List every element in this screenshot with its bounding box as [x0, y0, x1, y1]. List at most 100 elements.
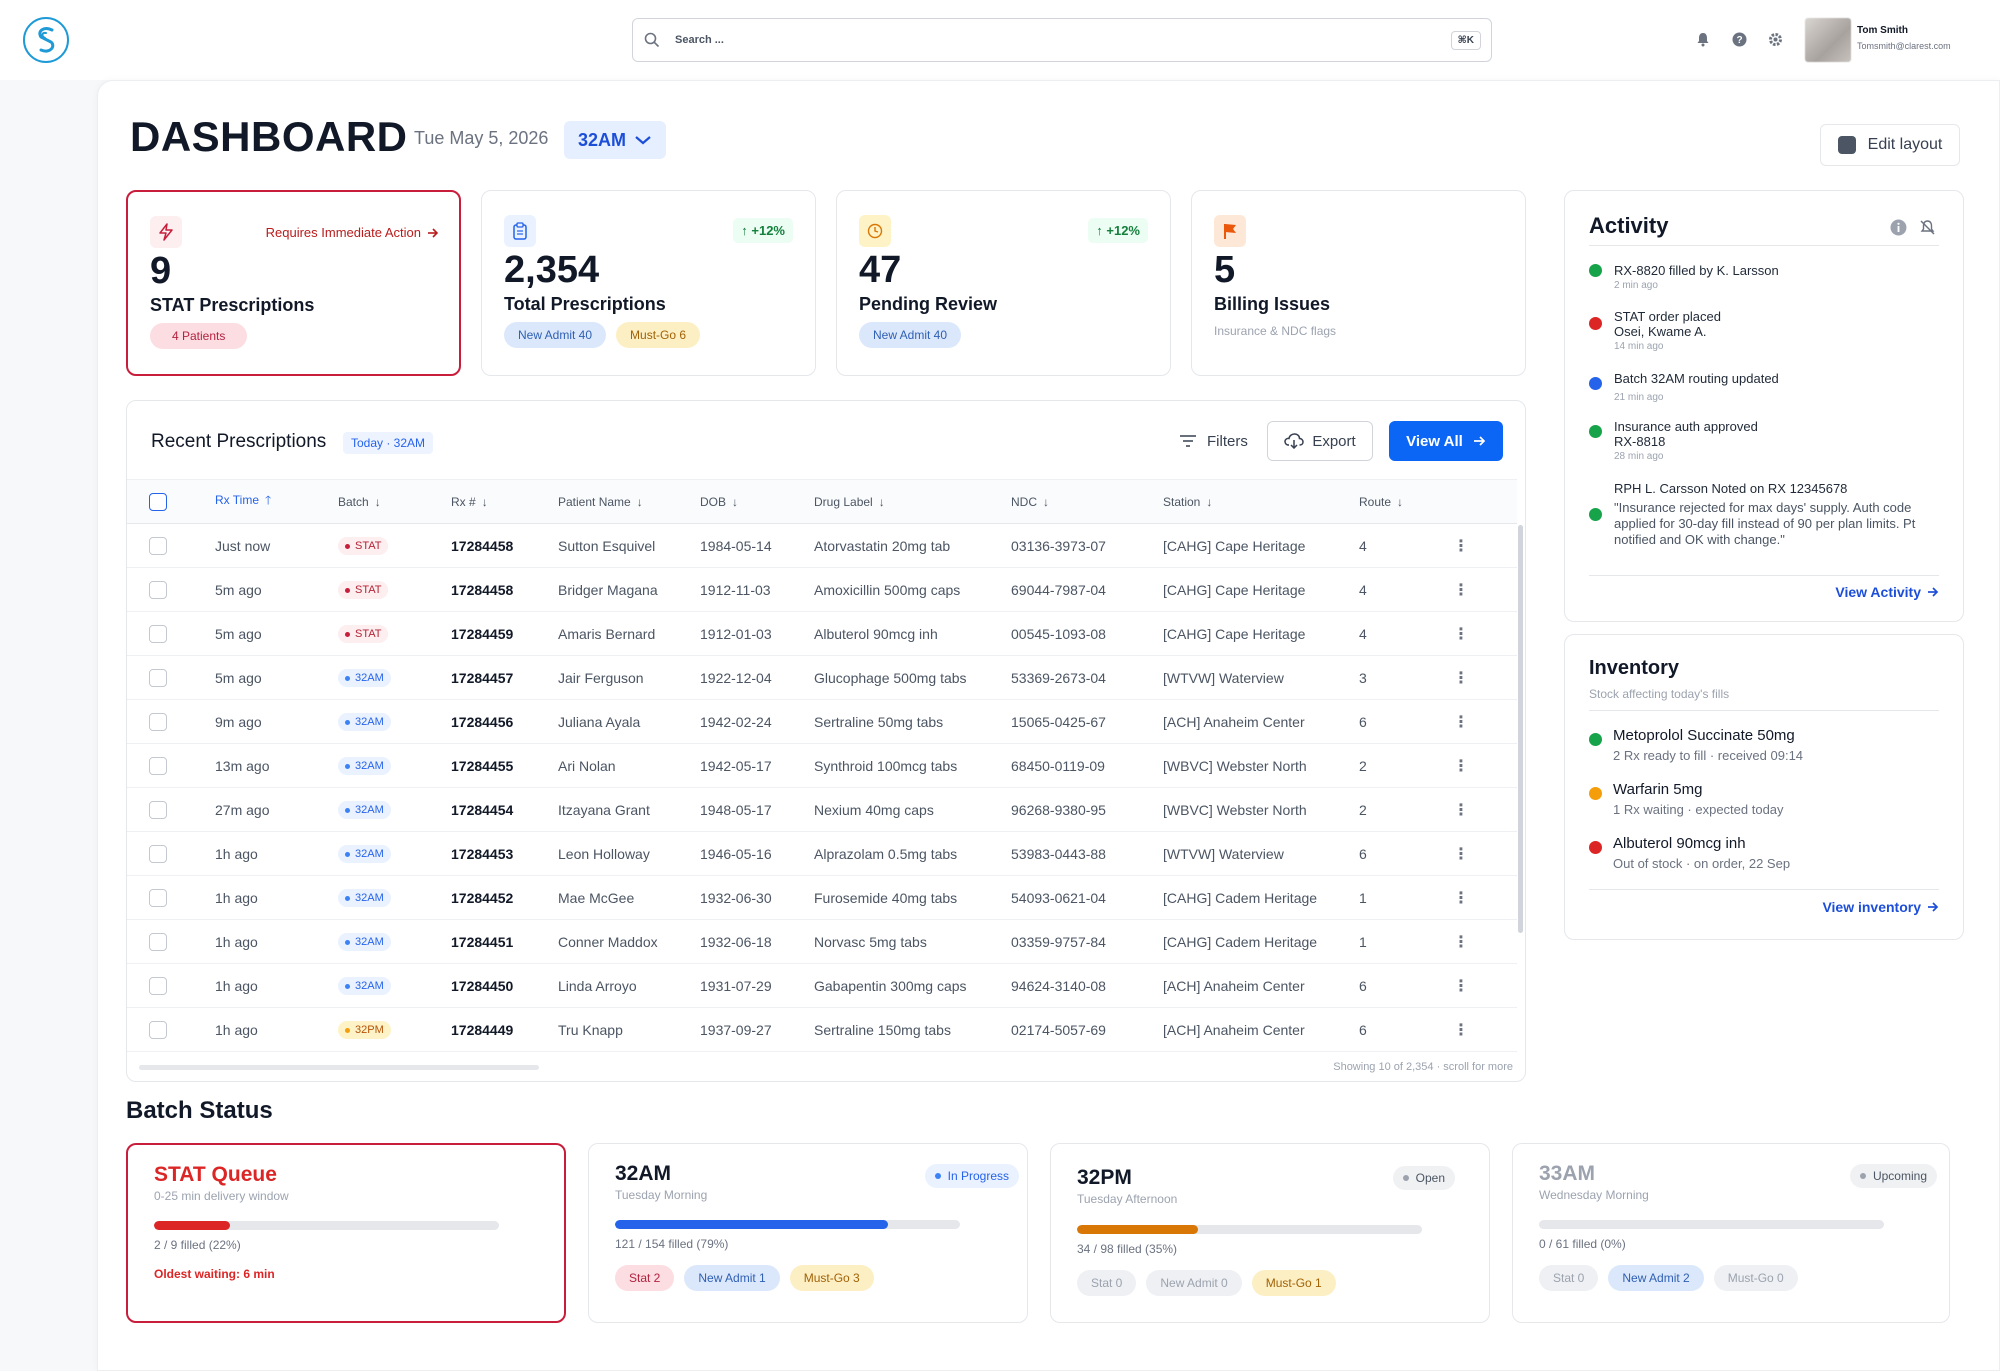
kpi-card-total[interactable]: ↑ +12% 2,354 Total Prescriptions New Adm… [481, 190, 816, 376]
stat-pill[interactable]: Stat 0 [1077, 1270, 1137, 1296]
table-row[interactable]: 9m ago 32AM 17284456 Juliana Ayala 1942-02-2… [127, 700, 1517, 744]
table-row[interactable]: 1h ago 32AM 17284452 Mae McGee 1932-06-30 Fur… [127, 876, 1517, 920]
export-button[interactable]: Export [1267, 421, 1373, 461]
row-checkbox[interactable] [149, 536, 167, 555]
search-input[interactable] [675, 34, 1451, 46]
rx-cell: 17284458 [451, 537, 514, 554]
column-header-batch[interactable]: Batch ↓ [338, 494, 381, 509]
row-checkbox[interactable] [149, 624, 167, 643]
column-header-route[interactable]: Route ↓ [1359, 494, 1404, 509]
stat-pill[interactable]: Stat 0 [1539, 1265, 1599, 1291]
info-icon[interactable] [1890, 219, 1907, 236]
more-options-icon[interactable]: ⋮ [1453, 669, 1469, 687]
row-checkbox[interactable] [149, 888, 167, 907]
view-all-button[interactable]: View All [1389, 421, 1503, 461]
table-row[interactable]: 1h ago 32AM 17284451 Conner Maddox 1932-06-1… [127, 920, 1517, 964]
row-checkbox[interactable] [149, 800, 167, 819]
must-go-pill[interactable]: Must-Go 6 [616, 322, 701, 348]
bell-icon[interactable] [1694, 30, 1712, 48]
must-go-pill[interactable]: Must-Go 1 [1251, 1270, 1336, 1296]
row-checkbox[interactable] [149, 712, 167, 731]
activity-text: RPH L. Carsson Noted on RX 12345678 [1614, 481, 1848, 496]
kpi-card-stat[interactable]: Requires Immediate Action 9 STAT Prescri… [126, 190, 461, 376]
activity-item[interactable]: Insurance auth approved RX-8818 28 min a… [1589, 419, 1943, 462]
more-options-icon[interactable]: ⋮ [1453, 537, 1469, 555]
column-header-rx-number[interactable]: Rx # ↓ [451, 494, 488, 509]
stat-pill[interactable]: Stat 2 [615, 1265, 675, 1291]
activity-item[interactable]: STAT order placed Osei, Kwame A. 14 min … [1589, 309, 1943, 352]
batch-card-stat[interactable]: STAT Queue 0-25 min delivery window 2 / … [126, 1143, 566, 1323]
table-row[interactable]: 5m ago STAT 17284458 Bridger Magana 1912-11-… [127, 568, 1517, 612]
row-checkbox[interactable] [149, 976, 167, 995]
more-options-icon[interactable]: ⋮ [1453, 801, 1469, 819]
row-checkbox[interactable] [149, 844, 167, 863]
table-row[interactable]: 1h ago 32AM 17284453 Leon Holloway 1946-05-1… [127, 832, 1517, 876]
inventory-item[interactable]: Warfarin 5mg 1 Rx waiting · expected tod… [1589, 781, 1943, 817]
row-checkbox[interactable] [149, 756, 167, 775]
row-checkbox[interactable] [149, 1020, 167, 1039]
table-row[interactable]: 1h ago 32PM 17284449 Tru Knapp 1937-09-27 Ser… [127, 1008, 1517, 1052]
drug-cell: Sertraline 50mg tabs [814, 713, 944, 730]
new-admit-pill[interactable]: New Admit 2 [1608, 1265, 1704, 1291]
batch-card-32am[interactable]: 32AM Tuesday Morning In Progress 121 / 1… [588, 1143, 1028, 1323]
kpi-card-pending[interactable]: ↑ +12% 47 Pending Review New Admit 40 [836, 190, 1171, 376]
column-header-drug-label[interactable]: Drug Label ↓ [814, 494, 885, 509]
more-options-icon[interactable]: ⋮ [1453, 757, 1469, 775]
table-row[interactable]: 13m ago 32AM 17284455 Ari Nolan 1942-05-17 Sy… [127, 744, 1517, 788]
view-activity-link[interactable]: View Activity [1835, 584, 1939, 600]
avatar[interactable] [1805, 18, 1851, 62]
search-bar[interactable]: ⌘K [632, 18, 1492, 62]
column-header-rx-time[interactable]: Rx Time 🡑 [215, 493, 272, 507]
more-options-icon[interactable]: ⋮ [1453, 1021, 1469, 1039]
activity-item[interactable]: RPH L. Carsson Noted on RX 12345678 "Ins… [1589, 481, 1943, 548]
edit-layout-button[interactable]: Edit layout [1820, 124, 1960, 166]
rx-cell: 17284458 [451, 581, 514, 598]
must-go-pill[interactable]: Must-Go 3 [789, 1265, 874, 1291]
row-checkbox[interactable] [149, 932, 167, 951]
more-options-icon[interactable]: ⋮ [1453, 977, 1469, 995]
kpi-card-billing[interactable]: 5 Billing Issues Insurance & NDC flags [1191, 190, 1526, 376]
more-options-icon[interactable]: ⋮ [1453, 581, 1469, 599]
more-options-icon[interactable]: ⋮ [1453, 713, 1469, 731]
column-header-ndc[interactable]: NDC ↓ [1011, 494, 1049, 509]
filters-button[interactable]: Filters [1167, 421, 1260, 461]
column-header-patient-name[interactable]: Patient Name ↓ [558, 494, 643, 509]
batch-selector[interactable]: 32AM [564, 121, 667, 159]
view-inventory-link[interactable]: View inventory [1822, 899, 1939, 915]
app-logo[interactable] [23, 17, 69, 63]
new-admit-pill[interactable]: New Admit 0 [1146, 1270, 1242, 1296]
horizontal-scrollbar[interactable] [139, 1065, 539, 1070]
gear-icon[interactable] [1766, 30, 1784, 48]
inventory-item[interactable]: Albuterol 90mcg inh Out of stock · on or… [1589, 835, 1943, 871]
column-header-station[interactable]: Station ↓ [1163, 494, 1213, 509]
new-admit-pill[interactable]: New Admit 1 [684, 1265, 780, 1291]
row-checkbox[interactable] [149, 668, 167, 687]
table-row[interactable]: Just now STAT 17284458 Sutton Esquivel 1984-… [127, 524, 1517, 568]
requires-action-link[interactable]: Requires Immediate Action [266, 225, 439, 240]
patients-pill[interactable]: 4 Patients [150, 323, 248, 349]
batch-card-33am[interactable]: 33AM Wednesday Morning Upcoming 0 / 61 f… [1512, 1143, 1950, 1323]
more-options-icon[interactable]: ⋮ [1453, 933, 1469, 951]
table-row[interactable]: 5m ago 32AM 17284457 Jair Ferguson 1922-12-0… [127, 656, 1517, 700]
bell-off-icon[interactable] [1919, 219, 1936, 236]
must-go-pill[interactable]: Must-Go 0 [1713, 1265, 1798, 1291]
rx-cell: 17284454 [451, 801, 514, 818]
row-checkbox[interactable] [149, 580, 167, 599]
table-row[interactable]: 1h ago 32AM 17284450 Linda Arroyo 1931-07-29… [127, 964, 1517, 1008]
kpi-value: 9 [150, 250, 172, 292]
batch-card-32pm[interactable]: 32PM Tuesday Afternoon Open 34 / 98 fill… [1050, 1143, 1490, 1323]
more-options-icon[interactable]: ⋮ [1453, 845, 1469, 863]
table-row[interactable]: 5m ago STAT 17284459 Amaris Bernard 1912-01-… [127, 612, 1517, 656]
select-all-checkbox[interactable] [149, 492, 167, 511]
new-admit-pill[interactable]: New Admit 40 [859, 322, 962, 348]
column-header-dob[interactable]: DOB ↓ [700, 494, 739, 509]
more-options-icon[interactable]: ⋮ [1453, 889, 1469, 907]
help-icon[interactable]: ? [1730, 30, 1748, 48]
activity-item[interactable]: RX-8820 filled by K. Larsson 2 min ago [1589, 263, 1943, 291]
activity-item[interactable]: Batch 32AM routing updated 21 min ago [1589, 371, 1943, 403]
vertical-scrollbar[interactable] [1518, 525, 1523, 933]
inventory-item[interactable]: Metoprolol Succinate 50mg 2 Rx ready to … [1589, 727, 1943, 763]
new-admit-pill[interactable]: New Admit 40 [504, 322, 607, 348]
more-options-icon[interactable]: ⋮ [1453, 625, 1469, 643]
table-row[interactable]: 27m ago 32AM 17284454 Itzayana Grant 1948-05… [127, 788, 1517, 832]
